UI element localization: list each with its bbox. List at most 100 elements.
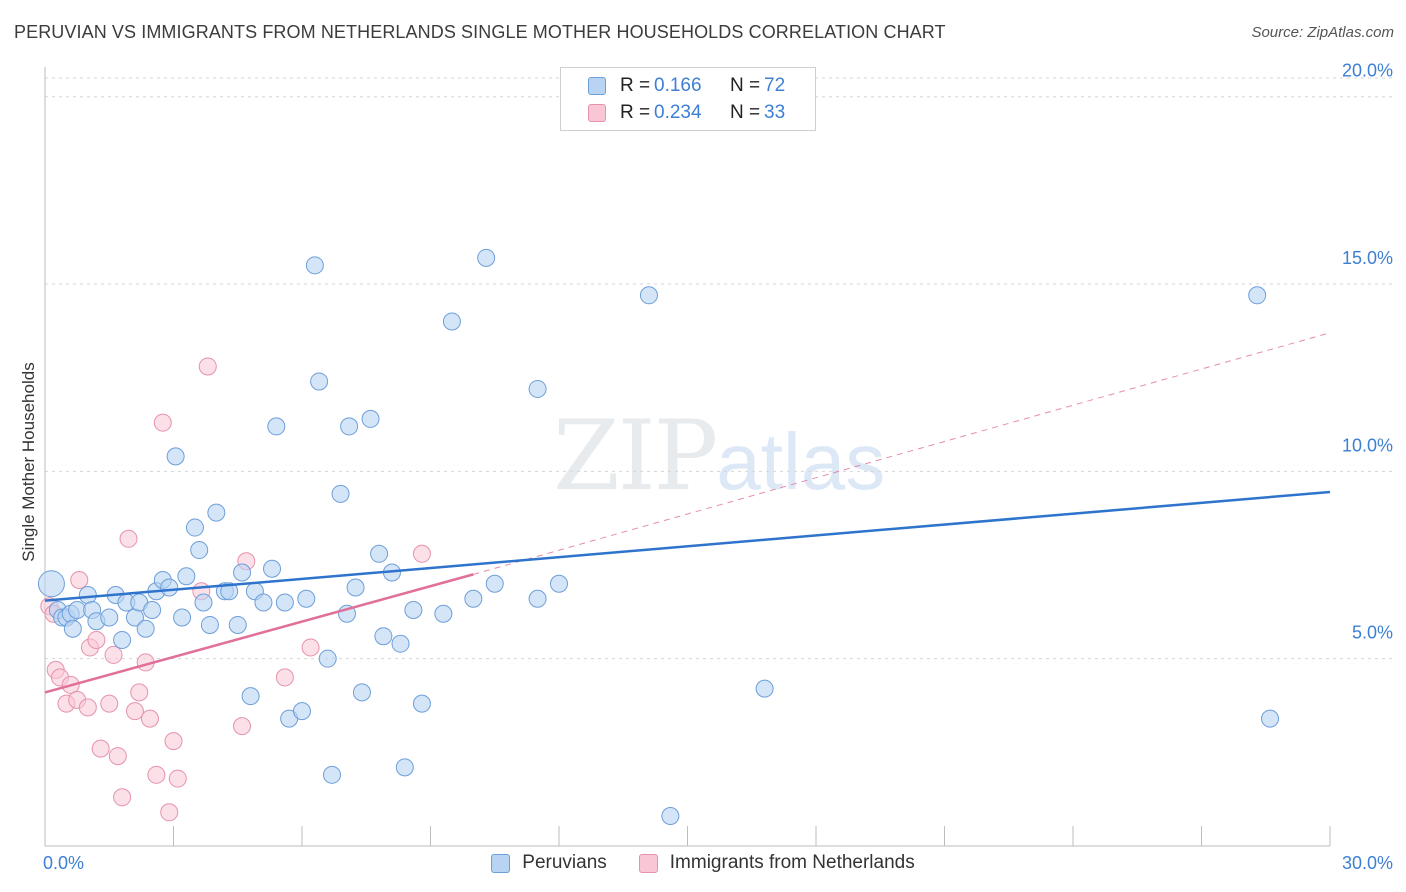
r-label: R = xyxy=(620,75,651,96)
peruvian-point xyxy=(177,567,196,586)
peruvian-point xyxy=(160,578,179,597)
peruvians-swatch-icon xyxy=(491,853,511,873)
n-label: N = xyxy=(730,102,761,123)
netherlands-swatch-icon xyxy=(588,104,606,122)
peruvian-point xyxy=(331,484,350,503)
netherlands-points xyxy=(40,357,431,822)
peruvian-point xyxy=(228,615,247,634)
peruvian-point xyxy=(464,589,483,608)
peruvian-point xyxy=(528,589,547,608)
peruvian-point xyxy=(293,702,311,721)
peruvian-point xyxy=(1248,286,1267,305)
peruvian-point xyxy=(275,593,294,612)
y-tick-label: 15.0% xyxy=(1342,248,1393,268)
correlation-legend: R = 0.166 N = 72 R = 0.234 N = 33 xyxy=(560,67,816,131)
peruvian-point xyxy=(305,256,324,275)
series-legend: Peruvians Immigrants from Netherlands xyxy=(0,852,1406,874)
peruvian-point xyxy=(263,559,282,578)
peruvian-point xyxy=(254,593,273,612)
netherlands-point xyxy=(70,571,89,590)
netherlands-point xyxy=(160,803,179,822)
peruvian-point xyxy=(442,312,461,331)
peruvian-point xyxy=(477,248,496,267)
peruvian-point xyxy=(241,687,260,706)
peruvian-point xyxy=(434,604,453,623)
netherlands-point xyxy=(140,709,159,728)
peruvian-point xyxy=(63,619,82,638)
axes xyxy=(44,67,1331,847)
n-value: 72 xyxy=(764,75,786,96)
peruvian-point xyxy=(200,615,219,634)
peruvian-point xyxy=(340,417,359,436)
peruvian-point xyxy=(310,372,329,391)
peruvian-point xyxy=(100,608,119,627)
watermark: ZIPatlas xyxy=(553,400,885,512)
peruvian-point xyxy=(233,563,252,582)
legend-item-netherlands[interactable]: Immigrants from Netherlands xyxy=(638,852,915,874)
peruvian-point xyxy=(78,585,97,604)
r-value: 0.166 xyxy=(654,75,702,96)
netherlands-point xyxy=(100,694,119,713)
netherlands-point xyxy=(275,668,294,687)
x-tick-label-min: 0.0% xyxy=(43,853,84,873)
y-tick-label: 10.0% xyxy=(1342,435,1393,455)
y-tick-label: 20.0% xyxy=(1342,61,1393,81)
peruvian-point xyxy=(68,600,87,619)
netherlands-point xyxy=(119,529,138,548)
netherlands-point xyxy=(104,645,123,664)
peruvian-point xyxy=(143,600,162,619)
netherlands-point xyxy=(125,702,144,721)
netherlands-point xyxy=(301,638,320,657)
peruvian-point xyxy=(136,619,155,638)
legend-item-peruvians[interactable]: Peruvians xyxy=(491,852,607,874)
peruvian-point xyxy=(113,630,132,649)
peruvian-point xyxy=(639,286,658,305)
legend-row-netherlands: R = 0.234 N = 33 xyxy=(561,100,785,126)
r-value: 0.234 xyxy=(654,102,702,123)
axis-labels: 5.0% 10.0% 15.0% 20.0% 0.0% 30.0% Single Mothe… xyxy=(19,61,1393,873)
netherlands-point xyxy=(78,698,97,717)
netherlands-point xyxy=(130,683,149,702)
netherlands-point xyxy=(198,357,217,376)
chart-source: Source: ZipAtlas.com xyxy=(1251,24,1394,41)
peruvian-point xyxy=(370,544,389,563)
peruvian-point xyxy=(550,574,568,593)
peruvian-point xyxy=(207,503,226,522)
peruvian-point xyxy=(352,683,371,702)
peruvian-point xyxy=(166,447,185,466)
netherlands-point xyxy=(113,788,132,807)
netherlands-point xyxy=(168,769,187,788)
peruvian-point xyxy=(412,694,431,713)
netherlands-point xyxy=(412,544,431,563)
peruvian-point xyxy=(37,570,65,598)
netherlands-point xyxy=(233,717,252,736)
peruvian-point xyxy=(322,765,341,784)
peruvian-point xyxy=(374,627,393,646)
peruvian-points xyxy=(37,248,1280,826)
peruvian-point xyxy=(404,600,423,619)
watermark-atlas: atlas xyxy=(716,417,886,506)
peruvian-point xyxy=(220,582,239,601)
peruvian-point xyxy=(297,589,316,608)
y-axis-label: Single Mother Households xyxy=(19,362,38,561)
y-tick-label: 5.0% xyxy=(1352,623,1393,643)
netherlands-point xyxy=(164,732,183,751)
legend-label-peruvians: Peruvians xyxy=(522,852,607,873)
peruvians-swatch-icon xyxy=(588,77,606,95)
peruvian-point xyxy=(361,409,380,428)
peruvian-point xyxy=(661,807,680,826)
n-value: 33 xyxy=(764,102,786,123)
netherlands-point xyxy=(91,739,110,758)
r-label: R = xyxy=(620,102,651,123)
legend-label-netherlands: Immigrants from Netherlands xyxy=(669,852,915,873)
peruvian-point xyxy=(395,758,414,777)
n-label: N = xyxy=(730,75,761,96)
chart-title: PERUVIAN VS IMMIGRANTS FROM NETHERLANDS … xyxy=(14,22,946,42)
trend-lines xyxy=(44,332,1331,694)
peruvian-point xyxy=(190,541,209,560)
peruvian-point xyxy=(485,574,504,593)
peruvian-point xyxy=(755,679,774,698)
peruvian-point xyxy=(185,518,204,537)
peruvian-point xyxy=(1261,709,1280,728)
watermark-zip: ZIP xyxy=(553,400,718,512)
